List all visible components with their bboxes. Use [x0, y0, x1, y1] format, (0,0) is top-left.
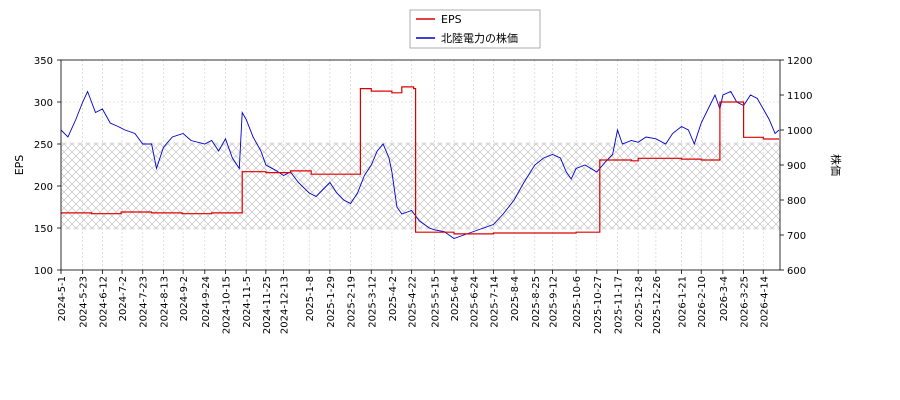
x-tick-label: 2024-12-13: [280, 276, 291, 334]
y-right-tick-label: 1000: [787, 126, 812, 137]
x-tick-label: 2025-10-27: [593, 276, 604, 334]
legend: EPS 北陸電力の株価: [409, 9, 541, 49]
y-right-tick-label: 700: [787, 231, 806, 242]
x-tick-label: 2026-3-4: [719, 276, 730, 321]
legend-label-eps: EPS: [441, 13, 462, 26]
x-tick-label: 2025-8-4: [510, 276, 521, 321]
y-right-tick-label: 800: [787, 196, 806, 207]
y-left-tick-label: 150: [34, 224, 53, 235]
legend-label-price: 北陸電力の株価: [441, 31, 518, 45]
x-tick-label: 2025-12-8: [634, 276, 645, 328]
x-tick-label: 2024-7-2: [118, 276, 129, 321]
y-left-tick-label: 300: [34, 98, 53, 109]
legend-box: [409, 9, 541, 49]
x-tick-label: 2024-5-23: [79, 276, 90, 328]
x-tick-label: 2026-1-21: [678, 276, 689, 328]
x-tick-label: 2024-6-12: [98, 276, 109, 328]
x-tick-label: 2025-1-8: [305, 276, 316, 321]
series-line-price: [61, 90, 780, 240]
x-tick-label: 2025-1-29: [326, 276, 337, 328]
x-tick-label: 2025-11-17: [613, 276, 624, 334]
x-tick-label: 2024-10-15: [221, 276, 232, 334]
x-tick-label: 2025-8-25: [531, 276, 542, 328]
x-tick-label: 2025-5-15: [430, 276, 441, 328]
x-tick-label: 2024-8-13: [159, 276, 170, 328]
x-tick-label: 2026-3-25: [740, 276, 751, 328]
x-tick-label: 2025-2-19: [347, 276, 358, 328]
x-tick-label: 2025-6-24: [470, 276, 481, 328]
y-axis-left-title: EPS: [13, 155, 26, 176]
x-tick-label: 2024-9-24: [201, 276, 212, 328]
series-line-eps: [61, 86, 779, 235]
x-axis: 2024-5-1 2024-5-23 2024-6-12 2024-7-2 2024-7…: [57, 270, 770, 334]
x-tick-label: 2025-4-2: [388, 276, 399, 321]
x-tick-label: 2025-3-12: [367, 276, 378, 328]
y-axis-left: 100 150 200 250 300 350: [34, 56, 61, 277]
x-tick-label: 2025-10-6: [572, 276, 583, 328]
x-tick-label: 2025-9-12: [548, 276, 559, 328]
x-tick-label: 2024-11-5: [242, 276, 253, 328]
y-right-tick-label: 1100: [787, 91, 812, 102]
y-right-tick-label: 900: [787, 161, 806, 172]
hatched-band: [61, 142, 780, 230]
y-axis-right-title: 株価: [829, 154, 843, 176]
y-left-tick-label: 250: [34, 140, 53, 151]
y-right-tick-label: 600: [787, 266, 806, 277]
y-left-tick-label: 100: [34, 266, 53, 277]
x-tick-label: 2024-5-1: [57, 276, 68, 321]
x-tick-label: 2024-7-23: [139, 276, 150, 328]
y-left-tick-label: 200: [34, 182, 53, 193]
x-tick-label: 2026-2-10: [697, 276, 708, 328]
x-tick-label: 2025-7-14: [489, 276, 500, 328]
x-tick-label: 2025-12-26: [652, 276, 663, 334]
x-tick-label: 2025-6-4: [450, 276, 461, 321]
y-left-tick-label: 350: [34, 56, 53, 67]
x-tick-label: 2024-11-25: [262, 276, 273, 334]
y-right-tick-label: 1200: [787, 56, 812, 67]
y-axis-right: 600 700 800 900 1000 1100 1200: [780, 56, 812, 277]
x-tick-label: 2024-9-2: [179, 276, 190, 321]
x-tick-label: 2025-4-22: [408, 276, 419, 328]
x-tick-label: 2026-4-14: [759, 276, 770, 328]
